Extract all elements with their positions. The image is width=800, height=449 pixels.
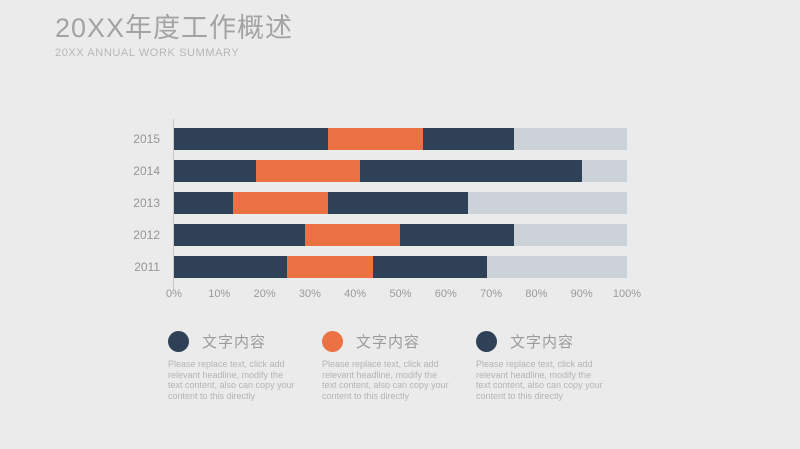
bar-row: 2012 (133, 224, 627, 246)
stacked-bar-chart: 2015 2014 2013 2012 2011 0% 10% 20% 30% 40% 50% 60… (133, 119, 641, 304)
x-tick-label: 30% (298, 288, 321, 300)
bar-row: 2013 (133, 192, 627, 214)
x-axis-labels: 0% 10% 20% 30% 40% 50% 60% 70% 80% 90% 100% (166, 288, 641, 304)
bar-row: 2014 (133, 160, 627, 182)
category-label: 2014 (133, 164, 160, 178)
x-tick-label: 90% (570, 288, 593, 300)
bar-segment-series3 (373, 256, 487, 278)
x-tick-label: 10% (208, 288, 231, 300)
bar-segment-series2 (328, 128, 424, 150)
legend-description: Please replace text, click add relevant … (322, 359, 449, 401)
bar-segment-series1 (174, 160, 256, 182)
legend-dot-orange-icon (322, 330, 343, 352)
bar-segment-series3 (423, 128, 514, 150)
bar-track (174, 256, 627, 278)
category-label: 2012 (133, 228, 160, 242)
bar-segment-series2 (255, 160, 360, 182)
x-tick-label: 0% (166, 288, 182, 300)
legend-item-2: 文字内容 Please replace text, click add rele… (322, 330, 453, 401)
legend-description: Please replace text, click add relevant … (476, 359, 603, 401)
plot-area: 2015 2014 2013 2012 2011 (133, 128, 627, 278)
bar-track (174, 160, 627, 182)
chart-legend: 文字内容 Please replace text, click add rele… (168, 330, 607, 401)
legend-dot-navy-icon (168, 330, 189, 352)
bar-track (174, 224, 627, 246)
x-tick-label: 70% (480, 288, 503, 300)
page-subtitle: 20XX ANNUAL WORK SUMMARY (55, 47, 240, 59)
bar-segment-series3 (359, 160, 582, 182)
legend-description: Please replace text, click add relevant … (168, 359, 295, 401)
bar-segment-series3 (400, 224, 514, 246)
x-tick-label: 80% (525, 288, 548, 300)
bar-segment-series2 (287, 256, 374, 278)
bar-segment-series1 (174, 128, 329, 150)
legend-label: 文字内容 (202, 333, 267, 351)
slide-header: 20XX年度工作概述 20XX ANNUAL WORK SUMMARY (55, 12, 293, 59)
bar-segment-series2 (232, 192, 328, 214)
y-axis-line (173, 119, 174, 291)
x-tick-label: 60% (434, 288, 457, 300)
category-label: 2015 (133, 132, 160, 146)
x-tick-label: 50% (389, 288, 412, 300)
bar-segment-series1 (174, 256, 288, 278)
bar-segment-series1 (174, 224, 306, 246)
x-tick-label: 100% (612, 288, 642, 300)
bar-segment-series3 (328, 192, 469, 214)
legend-item-3: 文字内容 Please replace text, click add rele… (476, 330, 607, 401)
bar-row: 2015 (133, 128, 627, 150)
bar-track (174, 128, 627, 150)
legend-label: 文字内容 (510, 333, 575, 351)
x-tick-label: 20% (253, 288, 276, 300)
legend-dot-navy-icon (476, 330, 497, 352)
legend-label: 文字内容 (356, 333, 421, 351)
bar-segment-series1 (174, 192, 233, 214)
category-label: 2011 (134, 260, 160, 274)
bar-row: 2011 (134, 256, 627, 278)
page-title: 20XX年度工作概述 (55, 13, 294, 43)
x-tick-label: 40% (344, 288, 367, 300)
bar-segment-series2 (305, 224, 401, 246)
category-label: 2013 (133, 196, 160, 210)
bar-track (174, 192, 627, 214)
legend-item-1: 文字内容 Please replace text, click add rele… (168, 330, 299, 401)
